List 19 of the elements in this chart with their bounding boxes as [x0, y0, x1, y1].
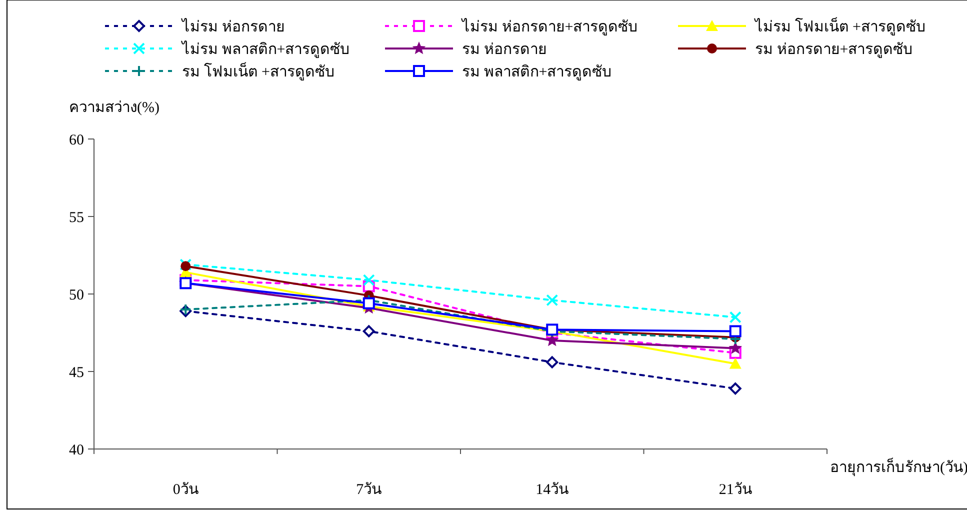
legend-label: ไม่รม ห่อกรดาย — [181, 17, 285, 36]
y-tick-label: 40 — [69, 442, 84, 458]
x-tick-label: 14วัน — [536, 482, 569, 498]
legend-label: ไม่รม ห่อกรดาย+สารดูดซับ — [461, 17, 638, 36]
legend-label: ไม่รม พลาสติก+สารดูดซับ — [181, 40, 350, 58]
legend-label: รม พลาสติก+สารดูดซับ — [462, 63, 612, 80]
x-tick-label: 7วัน — [356, 482, 382, 498]
legend-label: ไม่รม โฟมเน็ต +สารดูดซับ — [754, 16, 926, 36]
y-tick-label: 50 — [69, 287, 84, 304]
y-tick-label: 60 — [69, 132, 84, 148]
legend-label: รม ห่อกรดาย+สารดูดซับ — [755, 42, 914, 58]
legend-label: รม ห่อกรดาย — [462, 42, 547, 58]
y-tick-label: 55 — [69, 210, 84, 226]
x-tick-label: 21วัน — [718, 482, 752, 498]
y-tick-label: 45 — [69, 364, 84, 381]
y-axis-title: ความสว่าง(%) — [69, 100, 160, 116]
x-axis-title: อายุการเก็บรักษา(วัน) — [830, 457, 967, 477]
legend-label: รม โฟมเน็ต +สารดูดซับ — [182, 61, 335, 80]
x-tick-label: 0วัน — [172, 482, 198, 498]
